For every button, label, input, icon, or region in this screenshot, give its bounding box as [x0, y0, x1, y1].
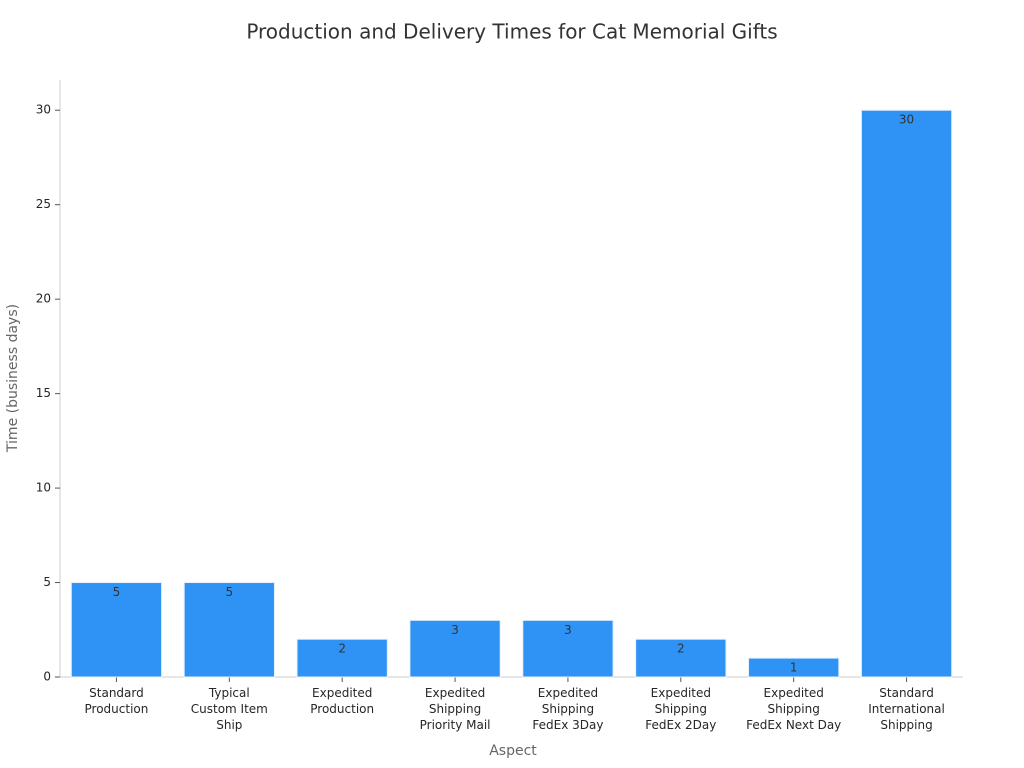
bar — [635, 638, 727, 678]
chart-title: Production and Delivery Times for Cat Me… — [246, 20, 777, 44]
y-tick-label: 15 — [36, 386, 51, 400]
y-tick-label: 20 — [36, 292, 51, 306]
value-label: 1 — [790, 661, 798, 675]
x-tick-label: Expedited Shipping FedEx 3Day — [532, 686, 603, 732]
value-label: 5 — [225, 585, 233, 599]
value-label: 3 — [451, 623, 459, 637]
value-label: 3 — [564, 623, 572, 637]
x-tick-label: Typical Custom Item Ship — [191, 686, 268, 732]
x-tick-label: Standard International Shipping — [868, 686, 945, 732]
bar — [409, 619, 501, 678]
x-axis-label: Aspect — [489, 743, 537, 759]
y-tick-label: 30 — [36, 103, 51, 117]
bar — [296, 638, 388, 678]
y-tick-label: 0 — [43, 670, 51, 684]
value-label: 2 — [338, 642, 346, 656]
x-tick-label: Expedited Shipping Priority Mail — [420, 686, 491, 732]
x-tick-label: Expedited Production — [310, 686, 374, 716]
value-label: 5 — [113, 585, 121, 599]
x-tick-label: Standard Production — [85, 686, 149, 716]
y-tick-label: 25 — [36, 197, 51, 211]
bar — [70, 582, 163, 678]
y-tick-label: 10 — [36, 481, 51, 495]
x-tick-label: Expedited Shipping FedEx 2Day — [645, 686, 716, 732]
bar — [522, 619, 614, 678]
value-label: 30 — [899, 113, 914, 127]
bar — [748, 657, 840, 678]
value-label: 2 — [677, 642, 685, 656]
y-axis-label: Time (business days) — [5, 304, 21, 453]
x-tick-label: Expedited Shipping FedEx Next Day — [746, 686, 841, 732]
bar — [860, 109, 953, 678]
y-tick-label: 5 — [43, 575, 51, 589]
bar — [183, 582, 275, 678]
